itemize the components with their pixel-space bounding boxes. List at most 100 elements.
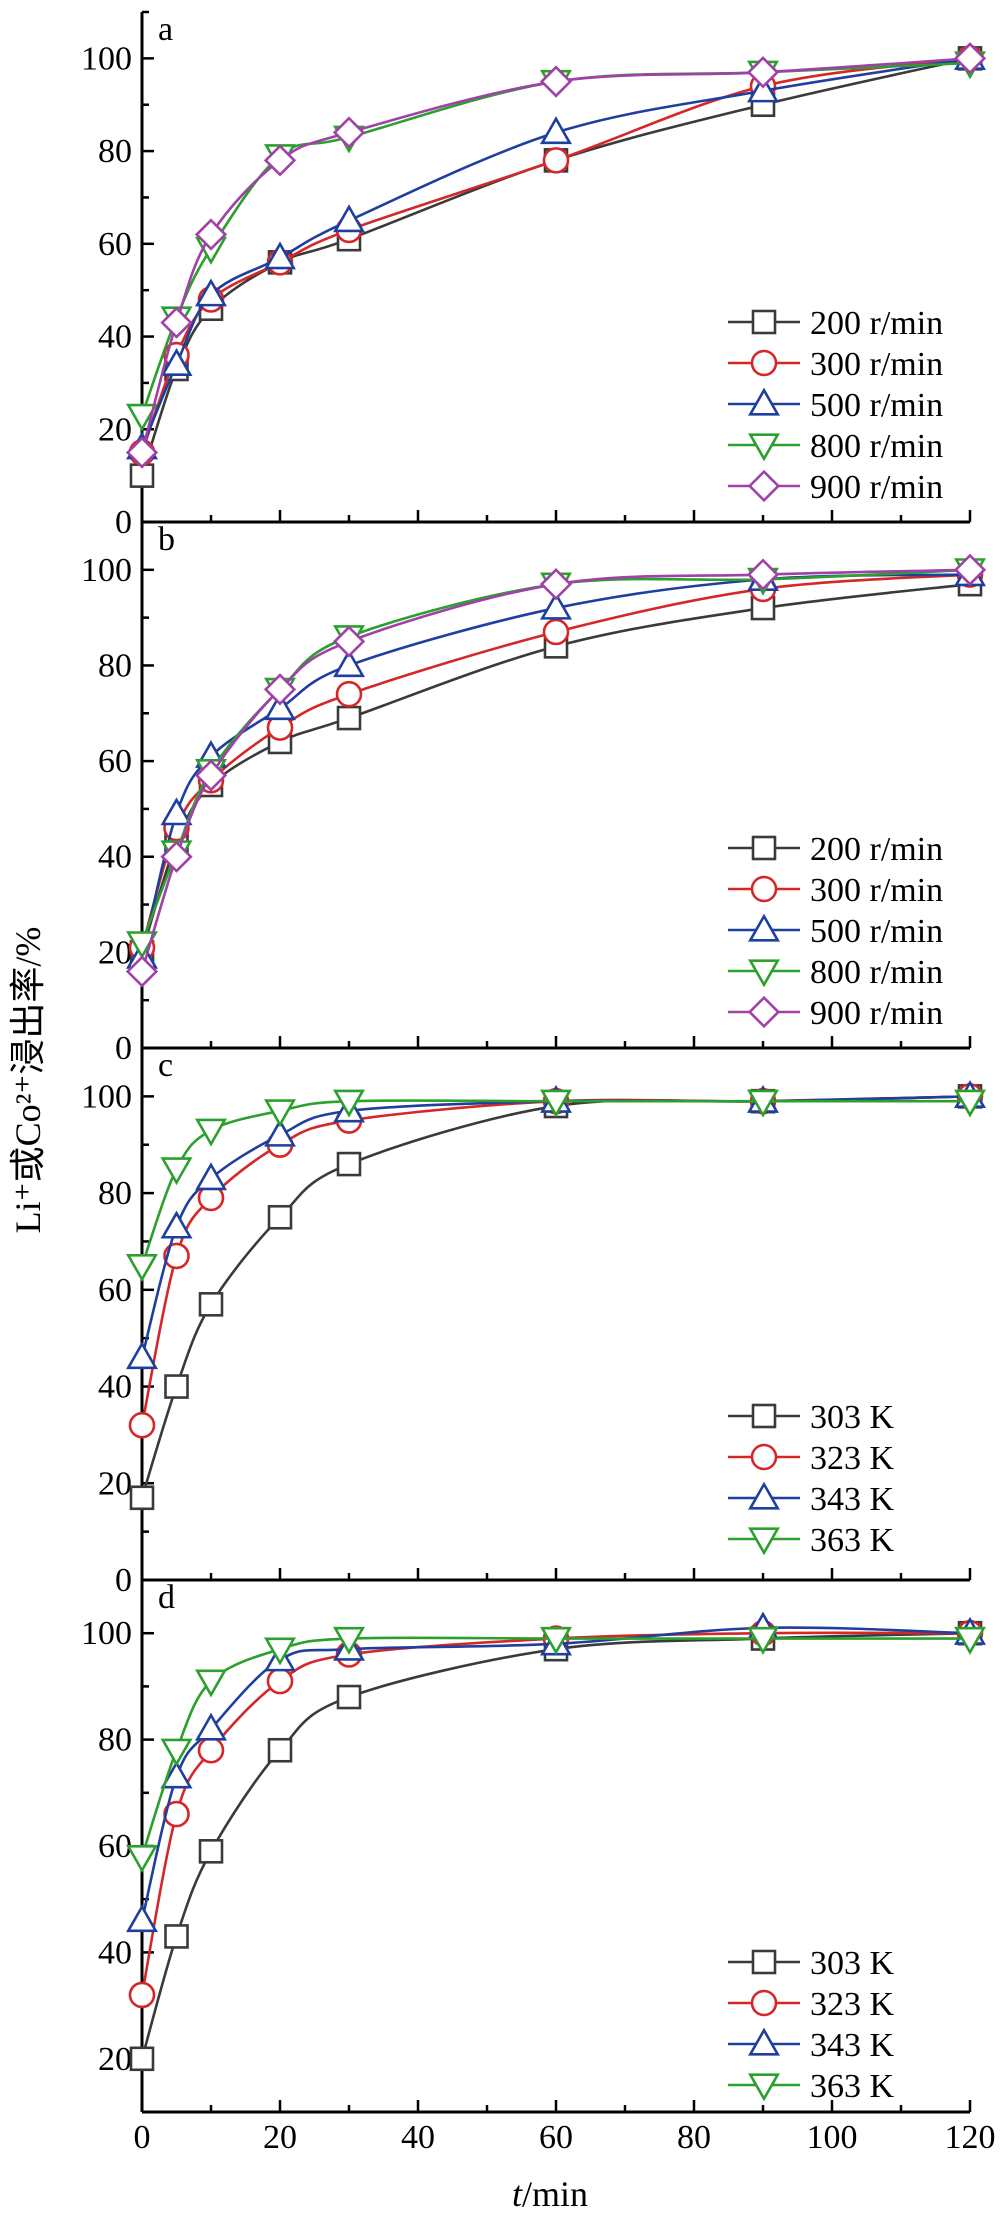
data-point [264, 1637, 296, 1666]
data-point [125, 955, 159, 988]
y-tick-label: 20 [98, 1465, 132, 1502]
legend-marker [748, 2073, 780, 2102]
data-point [267, 1204, 293, 1230]
data-point [540, 1626, 572, 1655]
legend-marker [751, 835, 777, 861]
chart-panel-d: 20 40 60 80 100 0 20 40 60 80 100 120 d 303 K 323 K 343… [81, 1578, 996, 2156]
legend-marker [750, 875, 778, 903]
legend-marker [747, 995, 781, 1029]
data-point [128, 1981, 156, 2009]
data-point [263, 144, 297, 177]
data-point [333, 649, 365, 678]
y-tick-label: 80 [98, 1722, 132, 1759]
data-point [264, 1118, 296, 1147]
series-900-r-min: 900 r/min [125, 42, 987, 506]
data-point [335, 680, 363, 708]
data-point [954, 1089, 986, 1118]
data-point [747, 74, 779, 103]
y-tick-label: 100 [81, 1615, 132, 1652]
y-tick-label: 60 [98, 1272, 132, 1309]
data-point [264, 692, 296, 721]
legend-marker [748, 913, 780, 942]
data-point [264, 241, 296, 270]
data-point [953, 553, 987, 586]
legend-marker [748, 433, 780, 462]
legend-label: 200 r/min [810, 305, 943, 342]
legend-label: 900 r/min [810, 995, 943, 1032]
data-point [198, 1839, 224, 1864]
series-363-k: 363 K [126, 1626, 986, 2105]
y-tick-label: 60 [98, 226, 132, 263]
legend-marker [748, 959, 780, 988]
data-point [160, 797, 193, 826]
legend-label: 500 r/min [810, 387, 943, 424]
data-point [746, 56, 780, 89]
data-point [336, 705, 362, 731]
x-axis-title-unit: /min [522, 2174, 588, 2214]
chart-panels: 0 20 40 60 80 100 a 200 r/min 300 r/min 500 r/min… [81, 10, 996, 2156]
y-tick-label: 40 [98, 1369, 132, 1406]
panel-label: b [158, 521, 175, 558]
x-axis-title-variable: t [512, 2174, 523, 2214]
legend-marker [751, 309, 777, 335]
data-point [195, 1118, 227, 1147]
data-point [264, 1099, 296, 1128]
legend-label: 900 r/min [810, 469, 943, 506]
data-point [194, 759, 228, 792]
data-point [540, 116, 572, 145]
data-point [125, 436, 159, 469]
y-tick-label: 80 [98, 647, 132, 684]
legend-label: 300 r/min [810, 346, 943, 383]
legend-label: 323 K [810, 1986, 895, 2023]
data-point [160, 840, 193, 873]
y-tick-label: 80 [98, 1175, 132, 1212]
series-900-r-min: 900 r/min [125, 553, 987, 1032]
legend-label: 500 r/min [810, 913, 943, 950]
y-tick-label: 0 [115, 1030, 132, 1067]
y-tick-label: 0 [115, 1562, 132, 1599]
x-tick-label: 80 [677, 2119, 711, 2156]
series-line [140, 1099, 970, 1267]
x-tick-label: 60 [539, 2119, 573, 2156]
data-point [160, 1210, 193, 1239]
data-point [197, 1736, 225, 1764]
legend-label: 303 K [810, 1399, 895, 1436]
data-point [263, 673, 297, 706]
data-point [953, 42, 987, 75]
x-tick-label: 20 [263, 2119, 297, 2156]
y-tick-label: 40 [98, 319, 132, 356]
data-point [129, 2046, 155, 2072]
y-tick-label: 40 [98, 1934, 132, 1971]
x-tick-label: 40 [401, 2119, 435, 2156]
legend-marker [750, 1443, 778, 1471]
data-point [266, 1667, 294, 1695]
data-point [540, 1089, 572, 1118]
y-tick-label: 60 [98, 743, 132, 780]
legend-marker [748, 1481, 780, 1510]
panel-label: a [158, 11, 173, 48]
x-axis-title: t/min [512, 2174, 588, 2214]
series-line [140, 1626, 971, 1921]
legend-marker [748, 387, 780, 416]
legend-marker [751, 1949, 777, 1975]
data-point [195, 1162, 227, 1191]
data-point [160, 1738, 193, 1767]
legend-label: 363 K [810, 1522, 895, 1559]
data-point [333, 204, 365, 233]
data-point [194, 218, 228, 251]
x-tick-label: 120 [945, 2119, 996, 2156]
series-363-k: 363 K [126, 1089, 986, 1559]
chart-panel-b: 0 20 40 60 80 100 b 200 r/min 300 r/min 500 r/min… [81, 520, 987, 1067]
data-point [539, 568, 573, 601]
data-point [333, 1089, 365, 1118]
x-tick-label: 0 [134, 2119, 151, 2156]
y-tick-label: 60 [98, 1828, 132, 1865]
data-point [539, 65, 573, 98]
series-300-r-min: 300 r/min [128, 561, 984, 961]
y-tick-label: 100 [81, 1078, 132, 1115]
data-point [126, 1904, 158, 1933]
data-point [746, 558, 780, 591]
legend-marker [751, 1403, 777, 1429]
data-point [126, 1254, 158, 1283]
y-tick-label: 20 [98, 2041, 132, 2078]
